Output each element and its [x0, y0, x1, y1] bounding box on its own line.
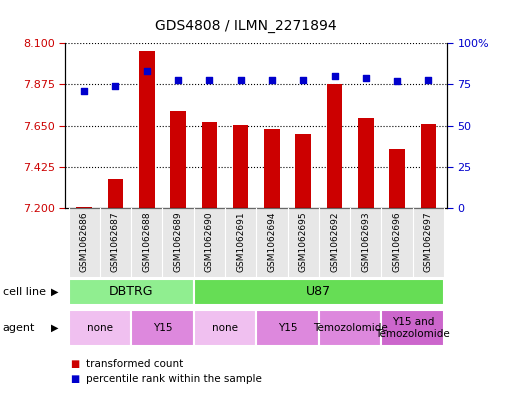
Point	[299, 76, 308, 83]
Point	[424, 76, 433, 83]
Bar	[131, 208, 162, 277]
Bar	[69, 310, 131, 346]
Text: GSM1062691: GSM1062691	[236, 212, 245, 272]
Text: GSM1062695: GSM1062695	[299, 212, 308, 272]
Bar	[420, 124, 436, 208]
Text: GSM1062686: GSM1062686	[79, 212, 89, 272]
Bar	[108, 179, 123, 208]
Point	[174, 76, 182, 83]
Bar	[69, 279, 194, 305]
Text: GDS4808 / ILMN_2271894: GDS4808 / ILMN_2271894	[155, 19, 337, 33]
Point	[80, 88, 88, 94]
Text: GSM1062696: GSM1062696	[393, 212, 402, 272]
Text: ■: ■	[71, 374, 80, 384]
Bar	[381, 208, 413, 277]
Point	[361, 75, 370, 81]
Bar	[319, 310, 381, 346]
Bar	[295, 134, 311, 208]
Text: percentile rank within the sample: percentile rank within the sample	[86, 374, 262, 384]
Text: GSM1062689: GSM1062689	[174, 212, 183, 272]
Text: Y15: Y15	[153, 323, 172, 333]
Point	[236, 76, 245, 83]
Bar	[389, 149, 405, 208]
Text: ▶: ▶	[51, 287, 59, 297]
Text: GSM1062693: GSM1062693	[361, 212, 370, 272]
Bar	[256, 310, 319, 346]
Text: GSM1062690: GSM1062690	[205, 212, 214, 272]
Bar	[139, 51, 155, 208]
Point	[331, 73, 339, 79]
Point	[268, 76, 276, 83]
Bar	[350, 208, 381, 277]
Bar	[69, 208, 100, 277]
Bar	[358, 118, 373, 208]
Point	[111, 83, 120, 89]
Bar	[194, 279, 444, 305]
Text: cell line: cell line	[3, 287, 46, 297]
Text: GSM1062697: GSM1062697	[424, 212, 433, 272]
Text: transformed count: transformed count	[86, 358, 184, 369]
Text: Temozolomide: Temozolomide	[313, 323, 388, 333]
Text: ■: ■	[71, 358, 80, 369]
Bar	[194, 208, 225, 277]
Text: Y15 and
Temozolomide: Y15 and Temozolomide	[376, 318, 450, 339]
Bar	[327, 84, 343, 208]
Text: agent: agent	[3, 323, 35, 333]
Text: none: none	[87, 323, 113, 333]
Text: GSM1062688: GSM1062688	[142, 212, 151, 272]
Bar	[413, 208, 444, 277]
Text: GSM1062694: GSM1062694	[267, 212, 277, 272]
Bar	[194, 310, 256, 346]
Bar	[256, 208, 288, 277]
Bar	[100, 208, 131, 277]
Point	[205, 76, 213, 83]
Text: none: none	[212, 323, 238, 333]
Bar	[170, 111, 186, 208]
Point	[393, 78, 401, 84]
Bar	[288, 208, 319, 277]
Bar	[131, 310, 194, 346]
Bar	[162, 208, 194, 277]
Text: DBTRG: DBTRG	[109, 285, 153, 298]
Text: Y15: Y15	[278, 323, 297, 333]
Bar	[225, 208, 256, 277]
Bar	[264, 129, 280, 208]
Text: ▶: ▶	[51, 323, 59, 333]
Bar	[381, 310, 444, 346]
Text: GSM1062687: GSM1062687	[111, 212, 120, 272]
Text: GSM1062692: GSM1062692	[330, 212, 339, 272]
Bar	[233, 125, 248, 208]
Text: U87: U87	[306, 285, 332, 298]
Bar	[319, 208, 350, 277]
Point	[143, 68, 151, 74]
Bar	[201, 122, 217, 208]
